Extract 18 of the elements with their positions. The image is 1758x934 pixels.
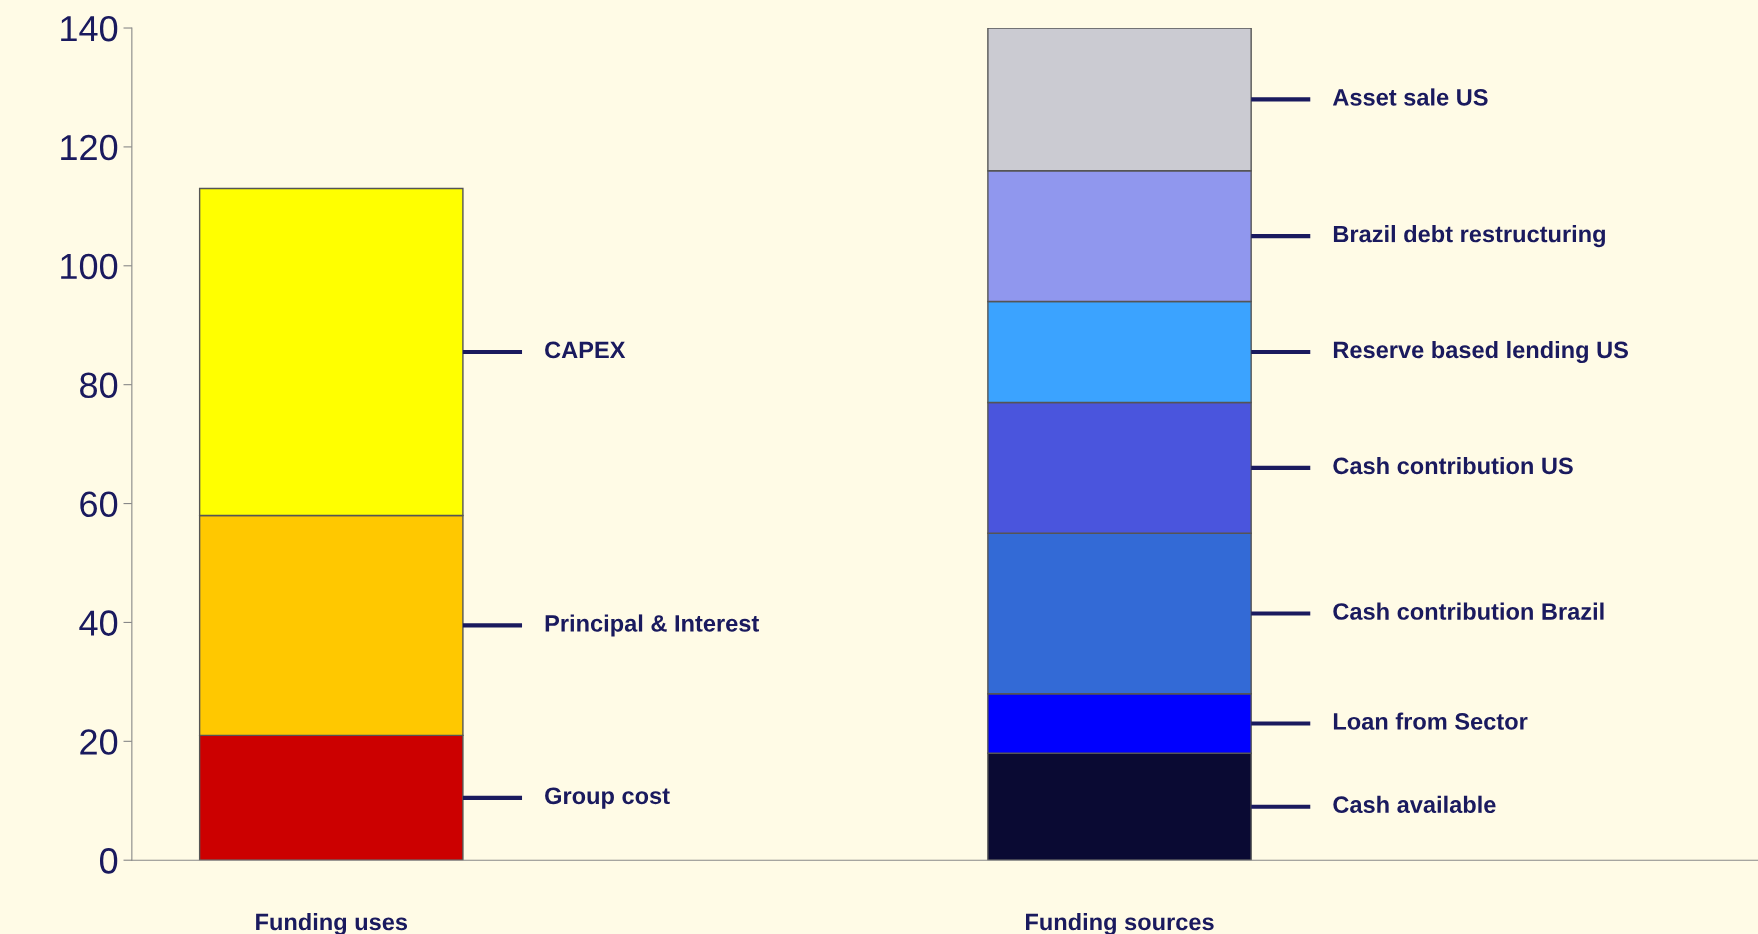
- y-tick-label: 20: [80, 729, 118, 755]
- y-tick-label: 40: [79, 610, 118, 636]
- text: Principal & Interest: [545, 614, 759, 637]
- text: Loan from Sector: [1333, 712, 1528, 730]
- y-tick-label: 120: [61, 134, 118, 161]
- text: Cash contribution US: [1333, 456, 1573, 475]
- text: CAPEX: [545, 341, 626, 359]
- text: Cash contribution Brazil: [1333, 602, 1604, 620]
- text: Reserve based lending US: [1333, 340, 1628, 364]
- y-tick-label: 100: [61, 253, 118, 280]
- text: Asset sale US: [1332, 88, 1488, 106]
- text: Cash available: [1333, 795, 1496, 814]
- text: Brazil debt restructuring: [1333, 225, 1605, 248]
- text: Group cost: [545, 787, 670, 809]
- y-tick-label: 140: [61, 15, 118, 42]
- y-tick-label: 80: [80, 372, 118, 399]
- y-tick-label: 0: [99, 848, 118, 874]
- y-tick-label: 60: [80, 491, 118, 517]
